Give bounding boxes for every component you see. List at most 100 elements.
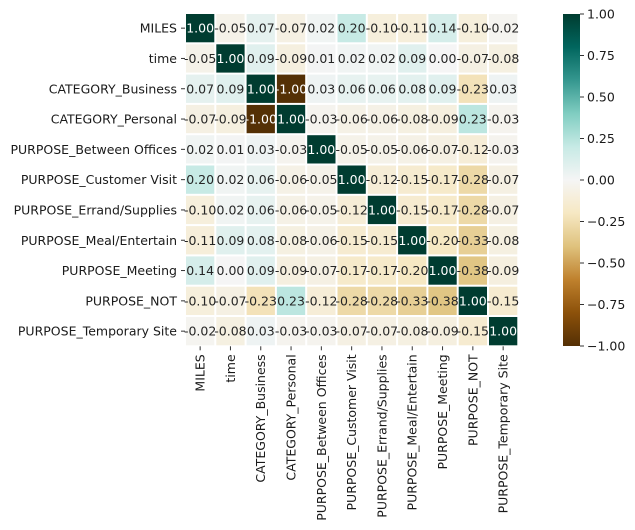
cell-value-label: -0.07 — [335, 324, 367, 339]
heatmap-cell — [458, 286, 487, 315]
column-label: PURPOSE_Meeting — [435, 354, 450, 469]
cell-value-label: -0.10 — [457, 21, 489, 36]
cell-value-label: 0.06 — [338, 81, 366, 96]
cell-value-label: -0.15 — [396, 202, 428, 217]
cell-value-label: -0.08 — [487, 233, 519, 248]
heatmap-cell — [367, 256, 397, 285]
heatmap-cell — [186, 74, 215, 103]
cell-value-label: 0.02 — [217, 202, 245, 217]
heatmap-cell — [489, 14, 518, 43]
cell-value-label: -0.17 — [366, 263, 398, 278]
heatmap-cell — [428, 317, 457, 346]
cell-value-label: 0.03 — [247, 324, 275, 339]
heatmap-cell — [458, 104, 487, 134]
cell-value-label: -0.05 — [305, 172, 337, 187]
colorbar-tick-label: 0.25 — [587, 131, 615, 146]
cell-value-label: -0.15 — [396, 172, 428, 187]
cell-value-label: 0.07 — [186, 81, 214, 96]
heatmap-cell — [367, 317, 397, 346]
heatmap-cell — [216, 135, 245, 164]
heatmap-cell — [458, 317, 487, 346]
cell-value-label: -0.12 — [335, 202, 367, 217]
cell-value-label: -0.10 — [184, 293, 216, 308]
heatmap-cell — [398, 256, 427, 285]
heatmap-cell — [307, 74, 336, 103]
heatmap-cell — [276, 256, 306, 285]
row-label: PURPOSE_Meeting — [62, 263, 177, 278]
cell-value-label: -0.17 — [426, 202, 458, 217]
cell-value-label: -0.08 — [396, 324, 428, 339]
cell-value-label: -0.07 — [487, 202, 519, 217]
heatmap-cell — [216, 286, 245, 315]
heatmap-cell — [216, 104, 245, 134]
heatmap-cell — [337, 256, 366, 285]
cell-value-label: 1.00 — [489, 324, 517, 339]
heatmap-cell — [337, 195, 366, 225]
heatmap-cell — [489, 226, 518, 255]
heatmap-cell — [276, 104, 306, 134]
cell-value-label: -0.11 — [184, 233, 216, 248]
cell-value-label: -0.08 — [275, 233, 307, 248]
cell-value-label: -0.23 — [245, 293, 277, 308]
cell-value-label: 0.02 — [368, 51, 396, 66]
heatmap-cell — [307, 226, 336, 255]
cell-value-label: -0.03 — [487, 142, 519, 157]
cell-value-label: 1.00 — [186, 21, 214, 36]
cell-value-label: 0.14 — [429, 21, 457, 36]
heatmap-cell — [337, 104, 366, 134]
cell-value-label: -0.15 — [457, 324, 489, 339]
heatmap-cell — [398, 44, 427, 73]
cell-value-label: -0.03 — [305, 112, 337, 127]
cell-value-label: 1.00 — [217, 51, 245, 66]
heatmap-cell — [367, 14, 397, 43]
row-label: PURPOSE_Customer Visit — [21, 172, 177, 187]
heatmap-cell — [489, 74, 518, 103]
heatmap-cell — [276, 226, 306, 255]
heatmap-cell — [398, 286, 427, 315]
cell-value-label: -1.00 — [275, 81, 307, 96]
heatmap-cell — [246, 256, 275, 285]
cell-value-label: -0.07 — [457, 51, 489, 66]
cell-value-label: -0.03 — [275, 142, 307, 157]
heatmap-cell — [428, 286, 457, 315]
colorbar-gradient — [563, 14, 580, 346]
colorbar: 1.00 0.75 0.50 0.25 0.00 −0.25 −0.50 −0.75 −1.00 — [563, 7, 625, 354]
column-label: time — [223, 354, 238, 383]
heatmap-cell — [186, 256, 215, 285]
heatmap-cell — [186, 165, 215, 194]
heatmap-cell — [428, 14, 457, 43]
cell-value-label: 0.03 — [307, 81, 335, 96]
colorbar-tick-label: 1.00 — [587, 7, 615, 22]
cell-value-label: -0.15 — [335, 233, 367, 248]
cell-value-label: -0.28 — [366, 293, 398, 308]
colorbar-tick-label: −1.00 — [587, 339, 625, 354]
heatmap-cell — [307, 135, 336, 164]
cell-value-label: 1.00 — [398, 233, 426, 248]
cell-value-label: 0.14 — [186, 263, 214, 278]
cell-value-label: 0.08 — [398, 81, 426, 96]
cell-value-label: 0.20 — [338, 21, 366, 36]
cell-value-label: -0.07 — [487, 172, 519, 187]
heatmap-cell — [216, 165, 245, 194]
cell-value-label: 0.09 — [429, 81, 457, 96]
cell-value-label: 1.00 — [277, 112, 305, 127]
cell-value-label: -0.05 — [366, 142, 398, 157]
heatmap-cell — [367, 226, 397, 255]
heatmap-cell — [489, 165, 518, 194]
cell-value-label: 1.00 — [338, 172, 366, 187]
heatmap-cell — [489, 317, 518, 346]
cell-value-label: -0.02 — [487, 21, 519, 36]
heatmap-cell — [367, 74, 397, 103]
heatmap-cell — [276, 286, 306, 315]
heatmap-cell — [216, 14, 245, 43]
heatmap-cell — [216, 317, 245, 346]
heatmap-cell — [489, 104, 518, 134]
cell-value-label: -0.02 — [184, 324, 216, 339]
cell-value-label: 1.00 — [307, 142, 335, 157]
cell-value-label: -0.07 — [366, 324, 398, 339]
cell-value-label: 0.08 — [247, 233, 275, 248]
heatmap-cell — [186, 104, 215, 134]
cell-value-label: -0.33 — [457, 233, 489, 248]
cell-value-label: -0.07 — [184, 112, 216, 127]
cell-value-label: -0.06 — [275, 172, 307, 187]
